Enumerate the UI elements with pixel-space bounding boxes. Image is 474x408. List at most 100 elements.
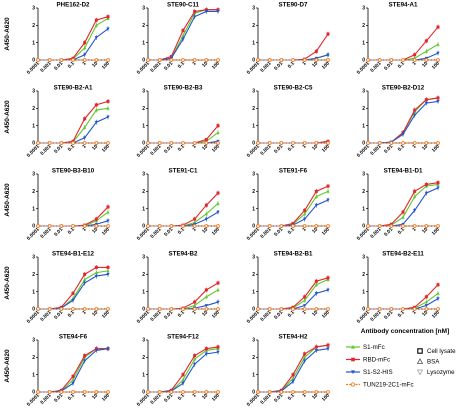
data-point-rbd-mfc — [216, 281, 220, 285]
x-tick-label: 1 — [411, 144, 417, 150]
data-point-s1-mfc — [303, 355, 307, 359]
data-point-tun219-2c1-mfc — [82, 307, 87, 311]
y-tick-label: 1 — [142, 289, 145, 295]
x-tick-label: 1 — [81, 310, 87, 316]
data-point-s1-s2-his — [436, 100, 440, 104]
data-point-tun219-2c1-mfc — [412, 58, 417, 62]
data-point-tun219-2c1-mfc — [326, 58, 330, 62]
x-tick-label: 0.1 — [397, 61, 406, 70]
data-point-tun219-2c1-mfc — [169, 58, 174, 62]
data-point-s1-s2-his — [436, 297, 440, 301]
panel-title: STE90-C11 — [167, 2, 200, 9]
y-tick-label: 1 — [252, 40, 255, 46]
data-point-tun219-2c1-mfc — [314, 58, 319, 62]
data-point-s1-mfc — [303, 298, 307, 302]
y-tick-label: 1 — [142, 206, 145, 212]
data-point-tun219-2c1-mfc — [377, 141, 382, 145]
data-point-tun219-2c1-mfc — [59, 141, 64, 145]
series-rbd-mfc — [256, 31, 330, 62]
data-point-s1-s2-his — [326, 347, 330, 351]
x-tick-label: 10 — [91, 227, 99, 235]
x-tick-label: 1 — [301, 227, 307, 233]
data-point-tun219-2c1-mfc — [291, 141, 295, 145]
legend-control-marker — [416, 369, 424, 376]
data-point-rbd-mfc — [204, 138, 208, 142]
data-point-tun219-2c1-mfc — [366, 307, 370, 311]
series-tun219-2c1-mfc — [146, 307, 220, 311]
x-tick-label: 10 — [311, 310, 319, 318]
x-tick-label: 100 — [211, 61, 221, 71]
data-point-s1-s2-his — [83, 359, 87, 363]
x-tick-label: 0.01 — [163, 61, 174, 72]
panel-title: STE90-B2-A1 — [54, 85, 93, 92]
y-tick-label: 0 — [252, 141, 255, 147]
x-tick-label: 0.1 — [287, 227, 296, 236]
x-tick-label: 0.1 — [397, 227, 406, 236]
data-point-rbd-mfc — [204, 203, 208, 207]
data-point-s1-s2-his — [216, 210, 220, 214]
data-point-tun219-2c1-mfc — [181, 390, 185, 394]
y-tick-label: 3 — [252, 89, 255, 95]
data-point-tun219-2c1-mfc — [204, 141, 209, 145]
data-point-tun219-2c1-mfc — [181, 307, 185, 311]
data-point-tun219-2c1-mfc — [302, 141, 307, 145]
y-tick-label: 3 — [142, 255, 145, 261]
x-tick-label: 10 — [311, 393, 319, 401]
x-tick-label: 1 — [81, 144, 87, 150]
x-tick-label: 0.0001 — [246, 310, 261, 325]
data-point-rbd-mfc — [71, 291, 75, 295]
x-tick-label: 100 — [321, 227, 331, 237]
data-point-s1-mfc — [291, 376, 295, 380]
legend-item-rbd-mfc: RBD-mFc — [346, 357, 390, 364]
x-tick-label: 0.0001 — [136, 310, 151, 325]
x-tick-label: 1 — [191, 61, 197, 67]
x-tick-label: 0.1 — [67, 393, 76, 402]
x-tick-label: 0.001 — [149, 227, 162, 240]
data-point-s1-s2-his — [204, 304, 208, 308]
y-tick-label: 0 — [32, 390, 35, 396]
data-point-rbd-mfc — [424, 295, 428, 299]
data-point-tun219-2c1-mfc — [47, 307, 52, 311]
data-point-rbd-mfc — [436, 181, 440, 185]
data-point-tun219-2c1-mfc — [326, 224, 330, 228]
y-tick-label: 1 — [362, 40, 365, 46]
x-tick-label: 100 — [321, 310, 331, 320]
data-point-tun219-2c1-mfc — [216, 390, 220, 394]
x-tick-label: 10 — [311, 144, 319, 152]
series-line-s1-s2-his — [368, 187, 439, 227]
data-point-s1-s2-his — [314, 292, 318, 296]
series-tun219-2c1-mfc — [36, 224, 110, 228]
x-tick-label: 10 — [311, 61, 319, 69]
data-point-s1-mfc — [401, 215, 405, 219]
legend-item-s1-mfc: S1-mFc — [346, 344, 385, 351]
data-point-rbd-mfc — [204, 288, 208, 292]
data-point-s1-s2-his — [106, 27, 110, 31]
data-point-tun219-2c1-mfc — [216, 58, 220, 62]
x-tick-label: 1 — [301, 61, 307, 67]
x-tick-label: 100 — [321, 61, 331, 71]
data-point-s1-mfc — [204, 212, 208, 216]
data-point-tun219-2c1-mfc — [436, 307, 440, 311]
y-tick-label: 3 — [252, 338, 255, 344]
data-point-s1-s2-his — [94, 120, 98, 124]
series-s1-mfc — [36, 105, 110, 145]
data-point-rbd-mfc — [436, 25, 440, 29]
data-point-tun219-2c1-mfc — [424, 307, 429, 311]
x-tick-label: 10 — [421, 310, 429, 318]
y-tick-label: 3 — [32, 89, 35, 95]
panel-title: STE94-F6 — [59, 334, 88, 341]
data-point-tun219-2c1-mfc — [157, 390, 162, 394]
series-tun219-2c1-mfc — [366, 224, 440, 228]
x-tick-label: 0.0001 — [246, 227, 261, 242]
y-axis-label: A450-A620 — [4, 100, 11, 134]
data-point-tun219-2c1-mfc — [47, 58, 52, 62]
data-point-rbd-mfc — [71, 374, 75, 378]
data-point-tun219-2c1-mfc — [267, 58, 272, 62]
data-point-rbd-mfc — [169, 55, 173, 59]
series-s1-s2-his — [366, 99, 440, 145]
y-tick-label: 2 — [362, 23, 365, 29]
data-point-tun219-2c1-mfc — [181, 141, 185, 145]
